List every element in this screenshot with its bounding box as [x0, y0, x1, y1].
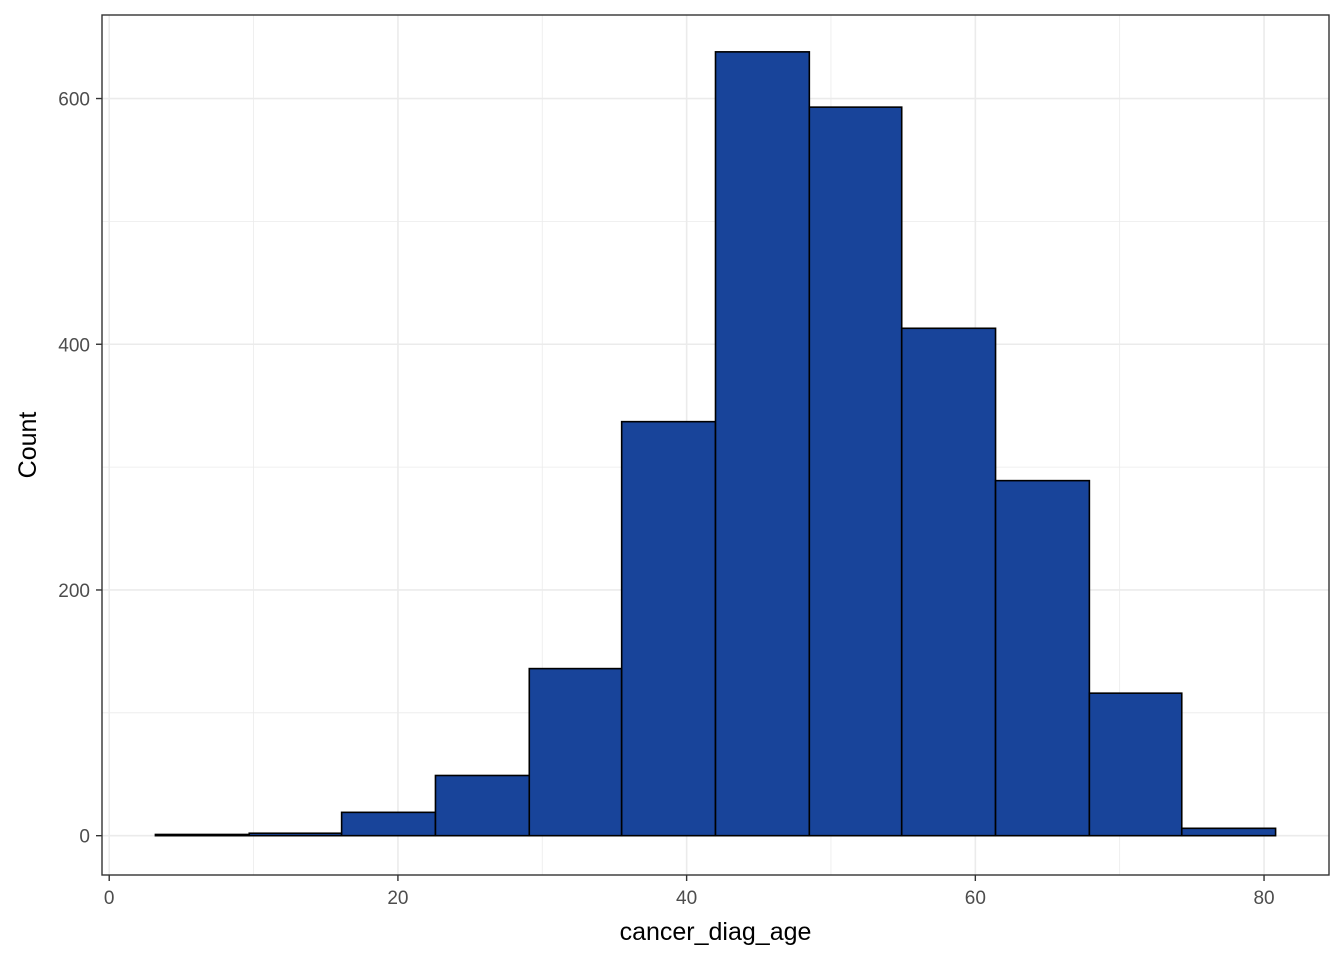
x-tick-label: 60 [965, 888, 986, 909]
panel-border [101, 14, 1330, 876]
y-tick-label: 0 [79, 827, 90, 848]
x-tick-label: 40 [676, 888, 697, 909]
y-axis-title: Count [14, 412, 42, 479]
x-axis-ticks: 0 20 40 60 80 [104, 875, 1275, 909]
y-tick-label: 200 [58, 581, 90, 602]
x-tick-label: 80 [1253, 888, 1274, 909]
histogram-bars [154, 51, 1277, 837]
histogram-bar [248, 832, 343, 837]
histogram-bar [900, 327, 997, 837]
x-axis-title: cancer_diag_age [620, 918, 812, 946]
y-tick-label: 400 [58, 335, 90, 356]
x-tick-label: 0 [104, 888, 115, 909]
y-tick-label: 600 [58, 90, 90, 111]
histogram-bar [528, 667, 623, 837]
histogram-bar [154, 833, 251, 837]
histogram-bar [620, 420, 717, 837]
x-tick-label: 20 [387, 888, 408, 909]
histogram-bar [1088, 692, 1183, 837]
histogram-bar [994, 479, 1091, 837]
histogram-bar [714, 51, 811, 837]
histogram-bar [340, 811, 437, 837]
y-axis-ticks: 0 200 400 600 [58, 90, 102, 848]
histogram-bar [434, 774, 531, 837]
histogram-bar [808, 106, 903, 837]
histogram-bar [1180, 827, 1277, 837]
